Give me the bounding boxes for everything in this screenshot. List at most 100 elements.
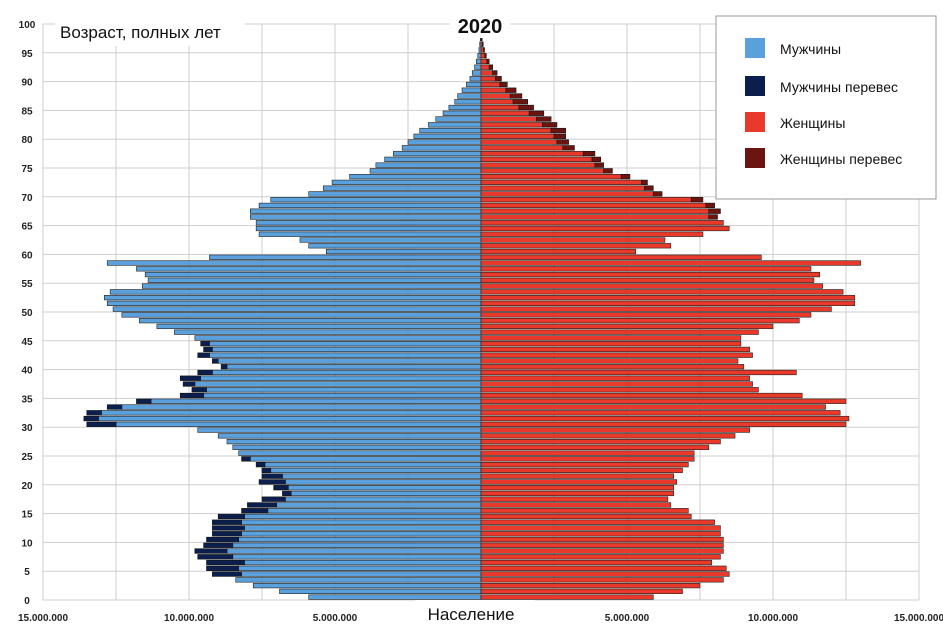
bar-female: [480, 519, 715, 525]
bar-female: [480, 99, 514, 105]
y-tick-label: 75: [21, 164, 33, 175]
bar-male: [174, 329, 482, 335]
bar-male-surplus: [106, 404, 123, 410]
y-tick-label: 90: [21, 78, 33, 89]
y-tick-label: 20: [21, 481, 33, 492]
bar-male: [375, 162, 482, 168]
bar-female-surplus: [509, 93, 523, 99]
bar-female: [480, 145, 564, 151]
bar-male-surplus: [194, 548, 228, 554]
bar-male: [194, 381, 482, 387]
bar-female: [480, 548, 724, 554]
bar-female: [480, 352, 753, 358]
y-tick-labels: 0 5 10 15 20 25 30 35 40 45 50 55 60 65 70 75 80 85 90 95 10…: [19, 20, 36, 607]
bar-male: [413, 133, 482, 139]
bar-female-surplus: [550, 127, 566, 134]
bar-female: [480, 398, 847, 404]
bar-male: [428, 122, 482, 128]
bar-male-surplus: [197, 352, 210, 358]
bar-male-surplus: [261, 473, 283, 479]
bar-male: [466, 81, 482, 88]
bar-male: [384, 156, 482, 162]
y-tick-label: 65: [21, 222, 33, 233]
bar-male-surplus: [83, 415, 99, 422]
bar-male: [325, 248, 482, 255]
bar-female-surplus: [483, 47, 485, 53]
bar-female: [480, 271, 821, 278]
legend-swatch-female: [745, 112, 765, 132]
bar-female: [480, 410, 841, 416]
bar-male: [308, 191, 482, 197]
bar-male-surplus: [206, 559, 245, 566]
bar-male-surplus: [203, 542, 234, 548]
bar-male-surplus: [206, 536, 239, 543]
bar-male: [407, 139, 482, 145]
bar-female: [480, 358, 739, 364]
bar-male-surplus: [212, 519, 242, 525]
bar-male: [144, 271, 482, 278]
bar-male: [238, 565, 482, 571]
bar-male: [212, 369, 482, 376]
bar-male: [267, 508, 482, 514]
bar-male: [238, 536, 482, 543]
bar-male: [442, 110, 482, 116]
bar-female: [480, 76, 496, 82]
bar-male: [477, 53, 482, 59]
bar-male: [369, 168, 482, 174]
bar-male: [308, 243, 482, 249]
bar-female: [480, 525, 721, 531]
bar-female: [480, 496, 669, 502]
bar-female-surplus: [620, 174, 631, 180]
bar-male-surplus: [212, 358, 219, 364]
bar-male: [106, 260, 482, 266]
y-tick-label: 85: [21, 106, 33, 117]
bar-female-surplus: [690, 197, 704, 203]
bar-male: [448, 104, 482, 111]
bar-male: [478, 47, 482, 53]
bar-female: [480, 490, 675, 497]
bar-female: [480, 191, 654, 197]
y-tick-label: 15: [21, 510, 33, 521]
bar-male-surplus: [247, 502, 277, 508]
y-tick-label: 95: [21, 49, 33, 60]
bar-male: [226, 548, 482, 554]
bar-female-surplus: [512, 99, 529, 105]
bar-male: [121, 312, 482, 318]
bar-male: [206, 387, 482, 393]
bar-male-surplus: [220, 364, 228, 370]
bar-female-surplus: [556, 139, 569, 145]
bar-male: [435, 116, 482, 122]
bar-female: [480, 150, 584, 157]
bar-male-surplus: [203, 346, 213, 353]
chart-title: 2020: [458, 16, 503, 38]
bar-male: [121, 404, 482, 410]
bar-male-surplus: [197, 554, 234, 560]
bar-female-surplus: [708, 208, 721, 214]
bar-male: [203, 392, 482, 399]
bar-male: [241, 519, 482, 525]
bar-female: [480, 179, 642, 186]
bar-female-surplus: [562, 145, 575, 151]
bar-female: [480, 392, 803, 399]
bar-female: [480, 283, 823, 289]
y-tick-label: 70: [21, 193, 33, 204]
bar-female: [480, 571, 730, 577]
bar-female: [480, 450, 695, 456]
bar-female: [480, 485, 675, 491]
bar-female: [480, 133, 555, 139]
bar-male: [250, 214, 482, 220]
bar-male: [457, 93, 482, 99]
y-tick-label: 40: [21, 366, 33, 377]
bar-female: [480, 300, 856, 306]
bar-female: [480, 260, 861, 266]
bar-female: [480, 122, 543, 128]
legend-label-female: Женщины: [780, 115, 845, 131]
bar-male: [106, 300, 482, 306]
bar-male: [250, 208, 482, 214]
bar-male: [323, 185, 482, 191]
bar-male: [217, 433, 482, 439]
bar-female: [480, 375, 750, 381]
bar-female: [480, 294, 856, 301]
bar-female-surplus: [553, 133, 566, 139]
bar-female-surplus: [641, 179, 648, 186]
